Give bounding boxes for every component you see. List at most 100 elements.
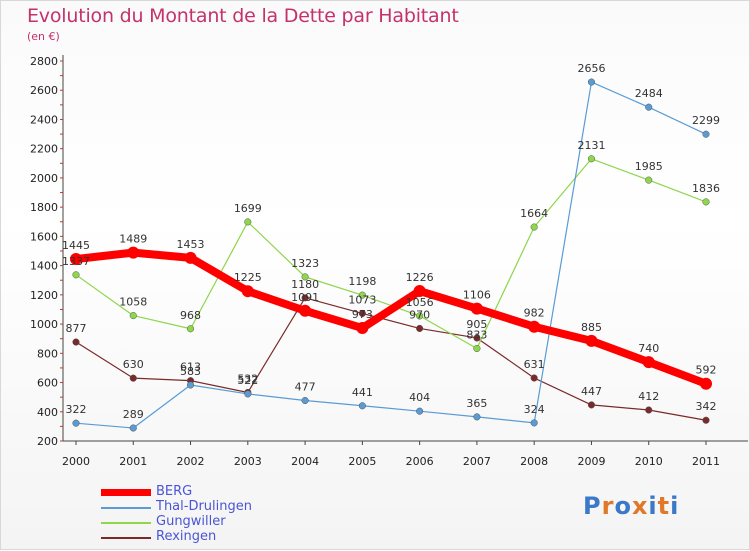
data-label-rexingen: 630 — [123, 358, 144, 371]
data-point-gungwiller — [473, 344, 481, 353]
data-point-gungwiller — [358, 291, 366, 299]
data-label-gungwiller: 1664 — [520, 207, 548, 220]
data-label-thal-drulingen: 477 — [295, 381, 316, 394]
data-point-gungwiller — [416, 312, 424, 320]
data-label-rexingen: 1073 — [348, 293, 376, 306]
data-point-gungwiller — [72, 271, 80, 279]
x-tick-label: 2004 — [291, 455, 319, 468]
y-tick-label: 800 — [37, 347, 58, 360]
x-tick-label: 2005 — [348, 455, 376, 468]
logo-letter: o — [614, 492, 632, 520]
y-tick-label: 2800 — [30, 55, 58, 68]
data-point-gungwiller — [301, 273, 309, 281]
y-tick-label: 600 — [37, 377, 58, 390]
data-label-rexingen: 905 — [466, 318, 487, 331]
y-tick-label: 1400 — [30, 260, 58, 273]
data-point-rexingen — [129, 374, 137, 382]
x-tick-label: 2002 — [177, 455, 205, 468]
data-point-gungwiller — [702, 198, 710, 206]
y-tick-label: 200 — [37, 435, 58, 448]
data-point-thal-drulingen — [358, 402, 366, 410]
legend-swatch-berg — [101, 489, 151, 496]
y-tick-label: 1800 — [30, 201, 58, 214]
data-point-rexingen — [301, 294, 309, 302]
data-point-berg — [184, 251, 197, 264]
data-label-berg: 885 — [581, 321, 602, 334]
chart-title: Evolution du Montant de la Dette par Hab… — [27, 5, 459, 27]
x-tick-label: 2000 — [62, 455, 90, 468]
data-label-gungwiller: 833 — [466, 328, 487, 341]
data-label-berg: 1091 — [291, 291, 319, 304]
data-label-thal-drulingen: 583 — [180, 365, 201, 378]
data-label-rexingen: 412 — [638, 390, 659, 403]
data-point-gungwiller — [645, 176, 653, 184]
legend-label-berg: BERG — [156, 484, 193, 499]
data-point-thal-drulingen — [587, 78, 596, 86]
legend-swatch-gungwiller — [101, 522, 151, 524]
data-point-rexingen — [702, 416, 710, 424]
x-tick-label: 2006 — [406, 455, 434, 468]
data-point-rexingen — [473, 334, 481, 342]
data-label-gungwiller: 1836 — [692, 182, 720, 195]
data-point-thal-drulingen — [416, 407, 424, 415]
data-point-thal-drulingen — [186, 381, 195, 389]
data-label-berg: 973 — [352, 308, 373, 321]
data-label-berg: 1445 — [62, 239, 90, 252]
legend-swatch-thal-drulingen — [101, 507, 151, 509]
data-label-thal-drulingen: 365 — [466, 397, 487, 410]
data-label-thal-drulingen: 404 — [409, 391, 430, 404]
x-tick-label: 2001 — [119, 455, 147, 468]
data-point-rexingen — [72, 338, 80, 346]
data-point-gungwiller — [244, 218, 252, 226]
y-tick-label: 2000 — [30, 172, 58, 185]
series-line-thal-drulingen — [75, 81, 707, 429]
y-tick-label: 1000 — [30, 318, 58, 331]
data-point-berg — [642, 356, 655, 369]
data-label-gungwiller: 2131 — [577, 139, 605, 152]
data-point-thal-drulingen — [72, 419, 80, 427]
data-point-berg — [585, 334, 598, 347]
data-point-rexingen — [416, 324, 424, 333]
data-label-gungwiller: 1323 — [291, 257, 319, 270]
data-label-berg: 1225 — [234, 271, 262, 284]
data-label-rexingen: 532 — [237, 372, 258, 385]
data-label-thal-drulingen: 522 — [237, 374, 258, 387]
data-label-gungwiller: 1985 — [635, 160, 663, 173]
x-tick-label: 2009 — [577, 455, 605, 468]
data-label-gungwiller: 1058 — [119, 296, 147, 309]
data-point-rexingen — [530, 374, 538, 382]
logo-letter: i — [648, 492, 658, 520]
data-label-berg: 982 — [524, 307, 545, 320]
logo-letter: i — [670, 492, 680, 520]
series-line-rexingen — [75, 297, 707, 421]
data-label-rexingen: 970 — [409, 308, 430, 321]
legend-label-thal-drulingen: Thal-Drulingen — [156, 499, 252, 514]
data-label-berg: 1106 — [463, 289, 491, 302]
data-label-gungwiller: 968 — [180, 309, 201, 322]
data-label-berg: 1226 — [406, 271, 434, 284]
x-tick-label: 2007 — [463, 455, 491, 468]
y-tick-label: 400 — [37, 406, 58, 419]
data-label-gungwiller: 1699 — [234, 202, 262, 215]
x-tick-label: 2011 — [692, 455, 720, 468]
data-point-berg — [299, 304, 312, 317]
data-point-berg — [127, 246, 140, 259]
data-label-thal-drulingen: 289 — [123, 408, 144, 421]
data-point-berg — [70, 253, 82, 266]
data-point-thal-drulingen — [645, 103, 653, 111]
y-tick-label: 1200 — [30, 289, 58, 302]
data-point-rexingen — [587, 401, 596, 409]
data-point-berg — [528, 320, 541, 333]
chart-subtitle: (en €) — [27, 30, 60, 43]
data-labels: 877 630 613 532 1180 1073 970 905 631 447 412 342 13… — [62, 62, 720, 421]
data-point-thal-drulingen — [530, 419, 538, 427]
data-point-berg — [470, 302, 483, 315]
data-label-berg: 1489 — [119, 233, 147, 246]
data-point-rexingen — [358, 309, 366, 317]
series-lines — [72, 81, 710, 429]
logo-letter: x — [631, 492, 649, 520]
data-point-thal-drulingen — [473, 413, 481, 421]
legend-label-gungwiller: Gungwiller — [156, 514, 226, 529]
